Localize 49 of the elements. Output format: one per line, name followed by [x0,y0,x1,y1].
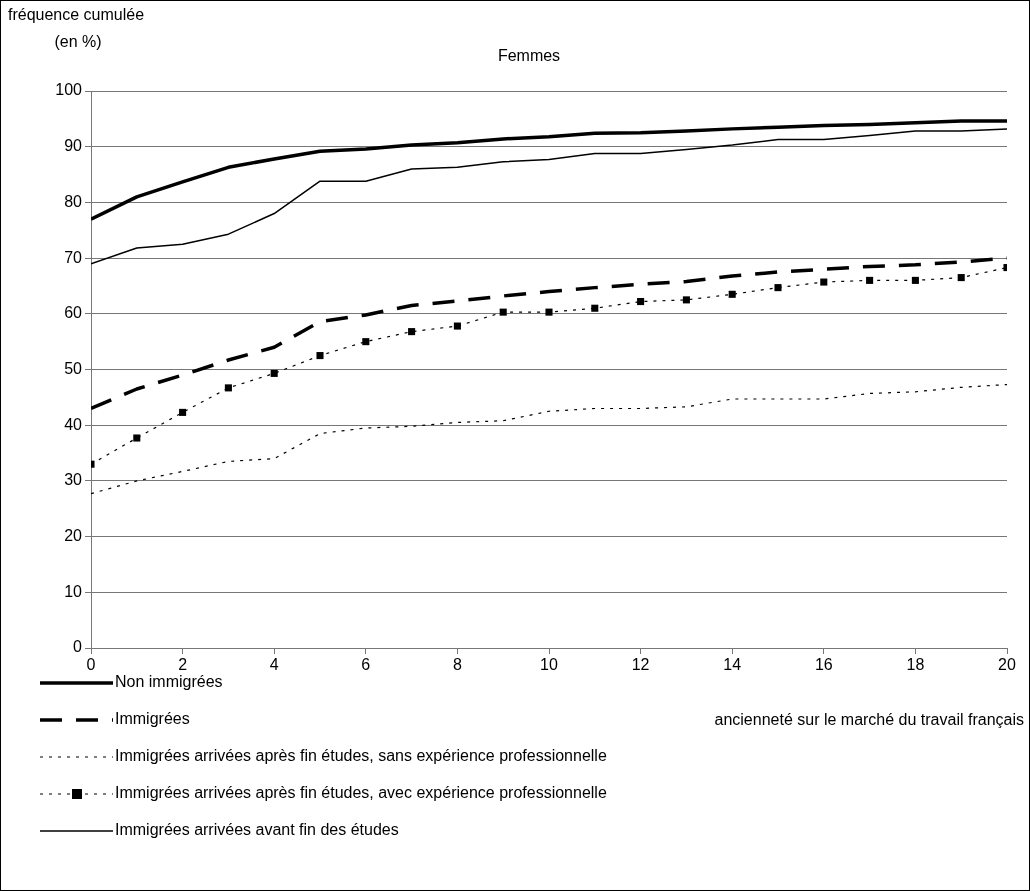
point [911,276,919,284]
x-tick-label: 12 [631,656,650,674]
point [133,434,141,442]
point [728,290,736,298]
x-tick-label: 8 [452,656,462,674]
legend-label: Immigrées [115,710,190,728]
legend-label: Immigrées arrivées après fin études, avec expérience professionnelle [115,784,607,802]
y-axis-title: fréquence cumulée (en %) [8,6,145,51]
x-axis-title: ancienneté sur le marché du travail français [714,711,1024,729]
point [774,284,782,292]
point [316,352,324,360]
y-tick-label: 60 [64,304,83,322]
point [866,276,874,284]
legend-label: Immigrées arrivées après fin études, sans expérience professionnelle [115,747,607,765]
point [591,304,599,312]
x-tick-label: 14 [723,656,742,674]
x-tick-label: 0 [86,656,96,674]
y-tick-label: 70 [64,248,83,266]
x-tick-label: 2 [178,656,188,674]
point [637,298,645,306]
legend-label: Immigrées arrivées avant fin des études [115,821,399,839]
y-tick-label: 50 [64,359,83,377]
point [270,369,278,377]
point [499,308,507,316]
x-tick-label: 16 [814,656,833,674]
y-tick-label: 80 [64,192,83,210]
y-tick-label: 20 [64,527,83,545]
point [957,274,965,282]
point [682,296,690,304]
x-tick-label: 4 [269,656,279,674]
point [179,408,187,416]
point [453,322,461,330]
chart-title: Femmes [497,47,561,65]
x-tick-label: 20 [998,656,1016,674]
x-tick-label: 10 [540,656,558,674]
x-tick-label: 6 [361,656,371,674]
y-tick-label: 10 [64,582,83,600]
point [408,328,416,336]
y-tick-label: 0 [73,638,83,656]
point [362,338,370,346]
x-tick-label: 18 [906,656,925,674]
legend-label: Non immigrées [115,673,223,691]
point [224,384,232,392]
point [545,308,553,316]
y-tick-label: 90 [64,137,83,155]
y-tick-label: 30 [64,471,83,489]
y-tick-label: 100 [55,81,83,99]
point [820,278,828,286]
y-tick-label: 40 [64,415,83,433]
